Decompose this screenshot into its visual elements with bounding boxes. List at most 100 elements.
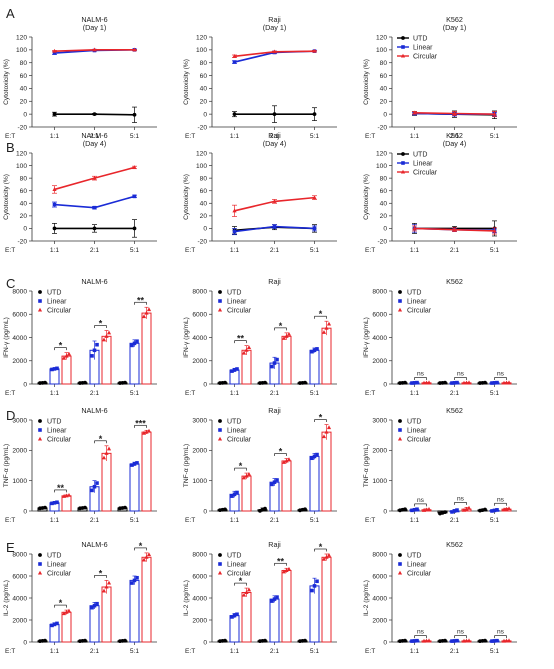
replicate-point <box>92 348 97 353</box>
legend-marker <box>218 290 222 294</box>
replicate-point <box>483 638 487 643</box>
y-tick-label: 60 <box>200 188 208 195</box>
replicate-point <box>326 321 332 326</box>
legend-label: Linear <box>413 161 433 168</box>
bar-circular <box>141 431 152 512</box>
legend-marker <box>38 553 42 557</box>
y-tick-label: 2000 <box>192 617 207 624</box>
y-tick-label: 20 <box>20 99 28 106</box>
legend-label: UTD <box>47 419 61 426</box>
y-tick-label: 1000 <box>372 478 387 485</box>
y-tick-label: 6000 <box>192 573 207 580</box>
y-tick-label: 0 <box>23 226 27 233</box>
legend-marker <box>218 299 222 303</box>
legend-label: UTD <box>407 419 421 426</box>
bar-group: * <box>77 568 112 643</box>
replicate-point <box>312 584 317 588</box>
data-point <box>492 228 497 233</box>
data-point <box>272 112 277 117</box>
bar-group: ns <box>477 496 512 513</box>
replicate-point <box>241 350 247 355</box>
legend-marker <box>401 36 405 40</box>
y-tick-label: 0 <box>203 639 207 646</box>
replicate-point <box>310 588 314 593</box>
chart-a-3: K562(Day 1)-20020406080100120Cytotoxicit… <box>363 15 517 140</box>
replicate-point <box>106 330 112 335</box>
legend-label: Linear <box>227 428 247 435</box>
replicate-point <box>55 621 59 626</box>
legend-label: UTD <box>47 553 61 560</box>
x-prefix-label: E:T <box>365 133 375 140</box>
series-circular <box>412 225 497 235</box>
replicate-point <box>123 505 127 510</box>
x-tick-label: 2:1 <box>450 390 459 397</box>
legend-marker <box>400 53 406 58</box>
y-tick-label: 8000 <box>372 551 387 558</box>
y-tick-label: 0 <box>23 639 27 646</box>
replicate-point <box>452 381 457 385</box>
legend-marker <box>398 419 402 423</box>
significance-label: ns <box>417 497 425 504</box>
data-point <box>272 199 277 203</box>
panel-label: C <box>6 276 15 291</box>
bar-group: * <box>77 319 112 385</box>
data-point <box>492 111 497 116</box>
bar-linear <box>89 605 100 643</box>
bar-group: ns <box>477 370 512 385</box>
legend: UTD Linear Circular <box>217 419 252 444</box>
y-tick-label: 40 <box>20 86 28 93</box>
x-tick-label: 5:1 <box>130 247 139 254</box>
legend-label: Linear <box>47 299 67 306</box>
x-tick-label: 1:1 <box>50 133 59 140</box>
legend-label: Circular <box>407 437 432 444</box>
replicate-point <box>130 581 134 585</box>
y-tick-label: 120 <box>376 34 387 41</box>
replicate-point <box>223 638 227 643</box>
replicate-point <box>61 355 67 360</box>
y-tick-label: 6000 <box>372 573 387 580</box>
y-tick-label: 4000 <box>12 335 27 342</box>
x-tick-label: 1:1 <box>230 247 239 254</box>
legend-marker <box>38 419 42 423</box>
replicate-point <box>412 381 417 385</box>
data-point <box>452 227 457 232</box>
legend-marker <box>37 570 43 575</box>
chart-title: NALM-6 <box>81 277 107 286</box>
bar-linear <box>309 585 320 643</box>
significance-label: ns <box>497 370 505 377</box>
replicate-point <box>321 330 327 334</box>
y-tick-label: 2000 <box>12 358 27 365</box>
bar-group: * <box>217 576 252 643</box>
series-utd <box>52 219 137 238</box>
chart-title: Raji <box>268 540 281 549</box>
y-tick-label: 0 <box>203 111 207 118</box>
bar-circular <box>141 312 152 385</box>
y-tick-label: -20 <box>197 238 207 245</box>
replicate-point <box>132 462 137 466</box>
replicate-point <box>55 500 59 505</box>
x-tick-label: 5:1 <box>490 247 499 254</box>
legend-marker <box>218 419 222 423</box>
y-axis-label: Cytotoxicity (%) <box>183 59 190 105</box>
bar-group: ns <box>477 629 512 643</box>
bar-group: * <box>77 434 112 512</box>
y-tick-label: 6000 <box>12 573 27 580</box>
x-tick-label: 2:1 <box>90 247 99 254</box>
x-tick-label: 2:1 <box>90 390 99 397</box>
legend-marker <box>398 562 402 566</box>
y-axis-label: Cytotoxicity (%) <box>183 174 190 220</box>
replicate-point <box>450 381 454 385</box>
y-axis-label: IFN-γ (pg/mL) <box>3 317 10 358</box>
bar-circular <box>101 586 112 643</box>
y-tick-label: 0 <box>203 226 207 233</box>
legend-marker <box>38 290 42 294</box>
series-linear <box>232 224 317 236</box>
replicate-point <box>83 638 87 643</box>
replicate-point <box>232 492 237 497</box>
replicate-point <box>284 334 289 338</box>
bar-linear <box>129 579 140 643</box>
replicate-point <box>230 369 234 373</box>
replicate-point <box>426 638 432 643</box>
y-tick-label: 80 <box>380 60 388 67</box>
bar-circular <box>281 335 292 385</box>
